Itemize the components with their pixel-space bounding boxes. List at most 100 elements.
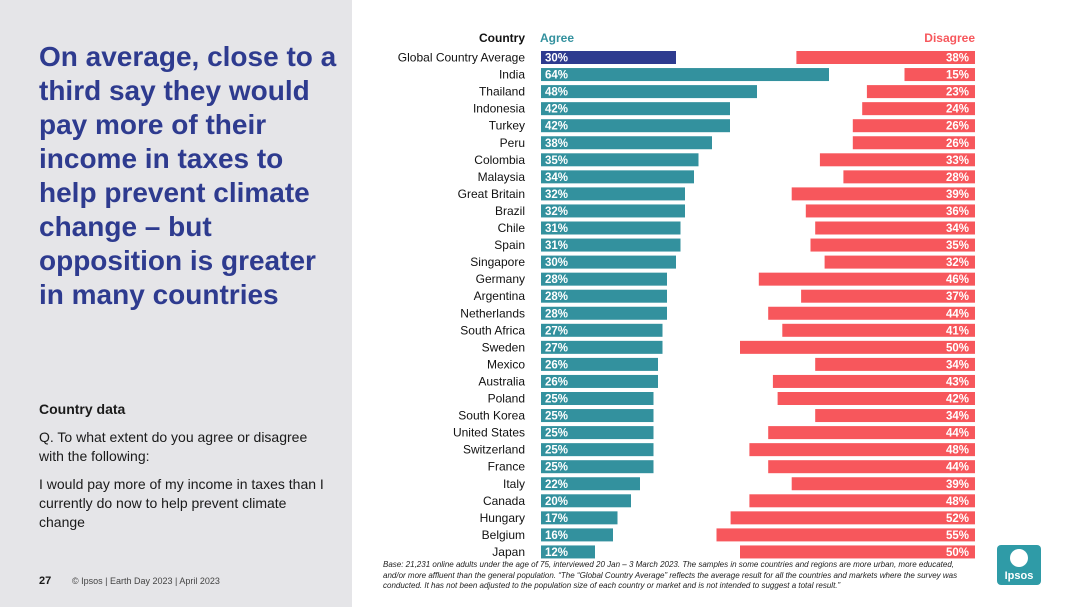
country-label: Hungary — [480, 511, 525, 525]
country-label: Mexico — [487, 357, 525, 371]
disagree-value-label: 24% — [946, 104, 969, 116]
disagree-value-label: 15% — [946, 70, 969, 82]
disagree-bar — [791, 187, 975, 201]
disagree-value-label: 38% — [946, 53, 969, 65]
agree-bar — [541, 272, 667, 286]
disagree-bar — [772, 374, 975, 388]
agree-bar — [541, 460, 654, 474]
country-label: South Africa — [460, 323, 525, 337]
disagree-value-label: 35% — [946, 240, 969, 252]
agree-bar — [541, 119, 730, 133]
agree-value-label: 17% — [545, 513, 568, 525]
agree-bar — [541, 238, 681, 252]
disagree-bar — [768, 460, 975, 474]
disagree-value-label: 50% — [946, 342, 969, 354]
agree-bar — [541, 323, 663, 337]
ipsos-logo: Ipsos — [997, 545, 1041, 585]
country-label: Chile — [498, 221, 526, 235]
country-label: Turkey — [489, 119, 525, 133]
disagree-value-label: 44% — [946, 308, 969, 320]
disagree-value-label: 41% — [946, 325, 969, 337]
agree-value-label: 42% — [545, 121, 568, 133]
country-label: Spain — [494, 238, 525, 252]
agree-value-label: 25% — [545, 445, 568, 457]
disagree-bar — [904, 68, 975, 82]
header-disagree: Disagree — [924, 31, 975, 45]
disagree-value-label: 43% — [946, 376, 969, 388]
country-label: Indonesia — [473, 102, 525, 116]
disagree-value-label: 44% — [946, 428, 969, 440]
agree-value-label: 12% — [545, 547, 568, 559]
disagree-bar — [815, 357, 975, 371]
disagree-value-label: 28% — [946, 172, 969, 184]
disagree-value-label: 39% — [946, 479, 969, 491]
agree-bar — [541, 494, 631, 508]
disagree-value-label: 26% — [946, 121, 969, 133]
country-label: India — [499, 68, 525, 82]
page-title: On average, close to a third say they wo… — [39, 41, 337, 310]
disagree-value-label: 26% — [946, 138, 969, 150]
disagree-bar — [852, 136, 975, 150]
country-label: Australia — [478, 374, 525, 388]
agree-value-label: 25% — [545, 428, 568, 440]
disagree-value-label: 33% — [946, 155, 969, 167]
agree-bar — [541, 68, 829, 82]
disagree-value-label: 44% — [946, 462, 969, 474]
disagree-bar — [862, 102, 975, 116]
disagree-value-label: 32% — [946, 257, 969, 269]
disagree-bar — [740, 545, 975, 559]
country-label: Thailand — [479, 85, 525, 99]
agree-bar — [541, 511, 618, 525]
country-label: Colombia — [474, 153, 525, 167]
agree-bar — [541, 426, 654, 440]
agree-bar — [541, 528, 613, 542]
agree-bar — [541, 255, 676, 269]
agree-value-label: 28% — [545, 274, 568, 286]
agree-bar — [541, 187, 685, 201]
agree-disagree-chart: Country Agree Disagree Global Country Av… — [398, 31, 976, 559]
agree-bar — [541, 170, 694, 184]
disagree-bar — [805, 204, 975, 218]
header-agree: Agree — [540, 31, 574, 45]
disagree-value-label: 23% — [946, 87, 969, 99]
agree-value-label: 16% — [545, 530, 568, 542]
agree-value-label: 28% — [545, 291, 568, 303]
agree-bar — [541, 443, 654, 457]
country-label: Malaysia — [478, 170, 526, 184]
country-label: Global Country Average — [398, 51, 526, 65]
country-label: Argentina — [474, 289, 526, 303]
country-label: Sweden — [482, 340, 525, 354]
country-label: Italy — [503, 477, 525, 491]
country-label: Belgium — [482, 528, 525, 542]
survey-question: Q. To what extent do you agree or disagr… — [39, 429, 308, 464]
agree-value-label: 26% — [545, 359, 568, 371]
disagree-bar — [843, 170, 975, 184]
agree-value-label: 35% — [545, 155, 568, 167]
country-label: Japan — [492, 545, 525, 559]
disagree-value-label: 42% — [946, 394, 969, 406]
header-country: Country — [479, 31, 525, 45]
agree-value-label: 25% — [545, 462, 568, 474]
agree-value-label: 34% — [545, 172, 568, 184]
agree-value-label: 22% — [545, 479, 568, 491]
disagree-bar — [810, 238, 975, 252]
disagree-bar — [758, 272, 975, 286]
country-label: Canada — [483, 494, 525, 508]
disagree-bar — [815, 221, 975, 235]
disagree-bar — [815, 409, 975, 423]
agree-value-label: 28% — [545, 308, 568, 320]
disagree-bar — [801, 289, 975, 303]
agree-bar — [541, 340, 663, 354]
agree-value-label: 42% — [545, 104, 568, 116]
country-label: Poland — [488, 392, 525, 406]
agree-bar — [541, 409, 654, 423]
agree-value-label: 32% — [545, 189, 568, 201]
agree-value-label: 30% — [545, 53, 568, 65]
agree-bar — [541, 545, 595, 559]
country-label: Switzerland — [463, 443, 525, 457]
disagree-value-label: 34% — [946, 411, 969, 423]
agree-bar — [541, 477, 640, 491]
disagree-bar — [716, 528, 975, 542]
agree-value-label: 27% — [545, 325, 568, 337]
agree-bar — [541, 102, 730, 116]
